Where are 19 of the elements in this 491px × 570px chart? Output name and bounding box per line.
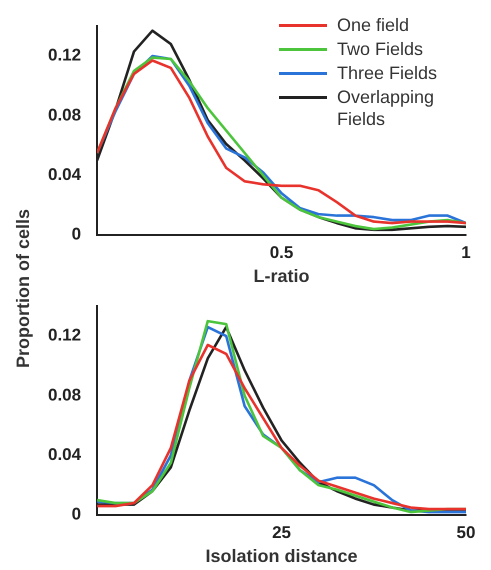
legend-label: Two Fields	[337, 38, 424, 60]
y-tick-label: 0.08	[48, 385, 82, 404]
x-axis-title: L-ratio	[254, 266, 310, 286]
x-tick-label: 25	[272, 522, 292, 542]
y-tick-label: 0.04	[48, 445, 82, 464]
x-tick-label: 1	[461, 242, 471, 262]
y-axis-title: Proportion of cells	[12, 208, 34, 368]
legend-label: Three Fields	[337, 62, 438, 84]
x-tick-label: 0.5	[270, 242, 294, 262]
y-tick-label: 0.04	[48, 165, 82, 184]
legend-label: Overlapping Fields	[337, 86, 436, 130]
y-tick-label: 0.12	[48, 326, 82, 345]
x-axis-title: Isolation distance	[206, 546, 358, 566]
legend-label: One field	[337, 14, 410, 36]
y-tick-label: 0	[72, 504, 82, 524]
y-tick-label: 0	[72, 224, 82, 244]
x-tick-label: 50	[456, 522, 476, 542]
y-tick-label: 0.12	[48, 46, 82, 65]
y-tick-label: 0.08	[48, 105, 82, 124]
